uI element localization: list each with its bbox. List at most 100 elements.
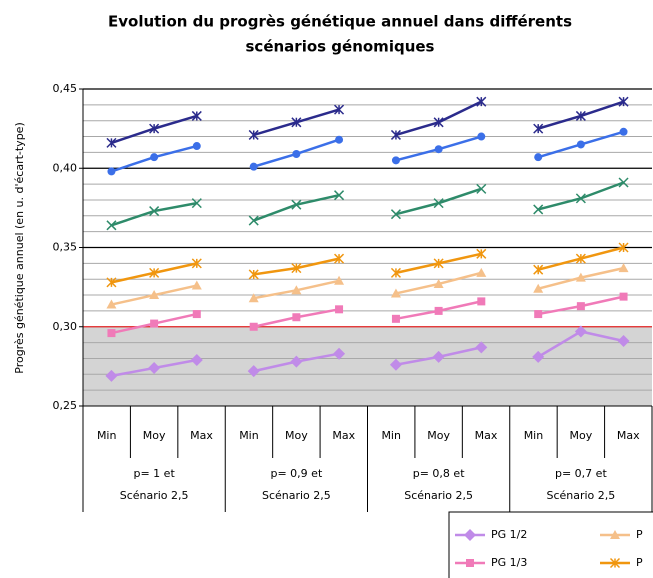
point bbox=[334, 275, 345, 285]
point bbox=[609, 557, 621, 569]
point bbox=[148, 361, 161, 374]
y-tick-label: 0,40 bbox=[53, 161, 78, 174]
point bbox=[292, 313, 301, 322]
chart-title: Evolution du progrès génétique annuel da… bbox=[108, 13, 572, 31]
point bbox=[149, 267, 160, 278]
legend-label: PG 1/3 bbox=[491, 556, 527, 569]
point bbox=[191, 110, 202, 121]
x-tick-label: Min bbox=[97, 429, 117, 442]
point bbox=[334, 190, 345, 201]
point bbox=[247, 365, 260, 378]
point bbox=[150, 153, 159, 162]
point bbox=[334, 253, 345, 264]
x-tick-label: Moy bbox=[143, 429, 166, 442]
point bbox=[477, 132, 486, 141]
legend-box bbox=[448, 511, 653, 578]
point bbox=[191, 280, 202, 290]
point bbox=[149, 290, 160, 300]
point bbox=[248, 215, 259, 226]
point bbox=[575, 272, 586, 282]
point bbox=[249, 322, 258, 331]
point bbox=[532, 350, 545, 363]
point bbox=[533, 283, 544, 293]
point bbox=[619, 292, 628, 301]
x-tick-label: Min bbox=[381, 429, 401, 442]
point bbox=[575, 110, 586, 121]
point bbox=[390, 267, 401, 278]
point bbox=[618, 242, 629, 253]
point bbox=[291, 285, 302, 295]
y-tick-label: 0,25 bbox=[53, 399, 78, 412]
y-axis-label: Progrès génétique annuel (en u. d'écart-… bbox=[13, 122, 26, 374]
x-tick-label: Min bbox=[524, 429, 544, 442]
point bbox=[464, 529, 476, 541]
point bbox=[533, 264, 544, 275]
point bbox=[190, 354, 203, 367]
point bbox=[576, 140, 585, 149]
point bbox=[149, 123, 160, 134]
point bbox=[576, 302, 585, 311]
point bbox=[433, 117, 444, 128]
group-label: Scénario 2,5 bbox=[404, 489, 473, 502]
legend-label: P bbox=[636, 556, 643, 569]
point bbox=[106, 299, 117, 309]
x-tick-label: Max bbox=[617, 429, 640, 442]
point bbox=[106, 137, 117, 148]
point bbox=[292, 149, 301, 158]
point bbox=[617, 335, 630, 348]
group-label: p= 0,8 et bbox=[413, 467, 465, 480]
x-tick-label: Moy bbox=[427, 429, 450, 442]
point bbox=[476, 267, 487, 277]
point bbox=[476, 183, 487, 194]
x-tick-label: Max bbox=[190, 429, 213, 442]
point bbox=[291, 199, 302, 210]
point bbox=[192, 310, 201, 319]
point bbox=[466, 559, 474, 567]
point bbox=[574, 325, 587, 338]
point bbox=[335, 135, 344, 144]
series-line bbox=[537, 181, 624, 211]
point bbox=[476, 96, 487, 107]
point bbox=[390, 129, 401, 140]
point bbox=[334, 104, 345, 115]
point bbox=[533, 204, 544, 215]
point bbox=[618, 96, 629, 107]
series-line bbox=[395, 187, 482, 216]
point bbox=[335, 305, 344, 314]
point bbox=[534, 310, 543, 319]
point bbox=[433, 198, 444, 209]
point bbox=[390, 209, 401, 220]
point bbox=[191, 258, 202, 269]
threshold-area bbox=[83, 326, 652, 406]
point bbox=[291, 263, 302, 274]
group-label: Scénario 2,5 bbox=[262, 489, 331, 502]
point bbox=[434, 145, 443, 154]
point bbox=[433, 278, 444, 288]
point bbox=[575, 193, 586, 204]
point bbox=[248, 293, 259, 303]
point bbox=[106, 277, 117, 288]
point bbox=[391, 314, 400, 323]
point bbox=[333, 347, 346, 360]
group-label: p= 1 et bbox=[133, 467, 175, 480]
x-tick-label: Max bbox=[475, 429, 498, 442]
point bbox=[619, 127, 628, 136]
point bbox=[248, 129, 259, 140]
group-label: Scénario 2,5 bbox=[546, 489, 615, 502]
point bbox=[432, 350, 445, 363]
point bbox=[389, 358, 402, 371]
point bbox=[610, 530, 620, 539]
point bbox=[149, 206, 160, 217]
y-tick-label: 0,30 bbox=[53, 320, 78, 333]
point bbox=[477, 297, 486, 306]
point bbox=[618, 263, 629, 273]
point bbox=[192, 142, 201, 151]
point bbox=[248, 269, 259, 280]
point bbox=[290, 355, 303, 368]
point bbox=[475, 341, 488, 354]
series-line bbox=[111, 201, 198, 227]
group-label: p= 0,9 et bbox=[270, 467, 322, 480]
chart-title: scénarios génomiques bbox=[246, 38, 435, 56]
point bbox=[391, 156, 400, 165]
